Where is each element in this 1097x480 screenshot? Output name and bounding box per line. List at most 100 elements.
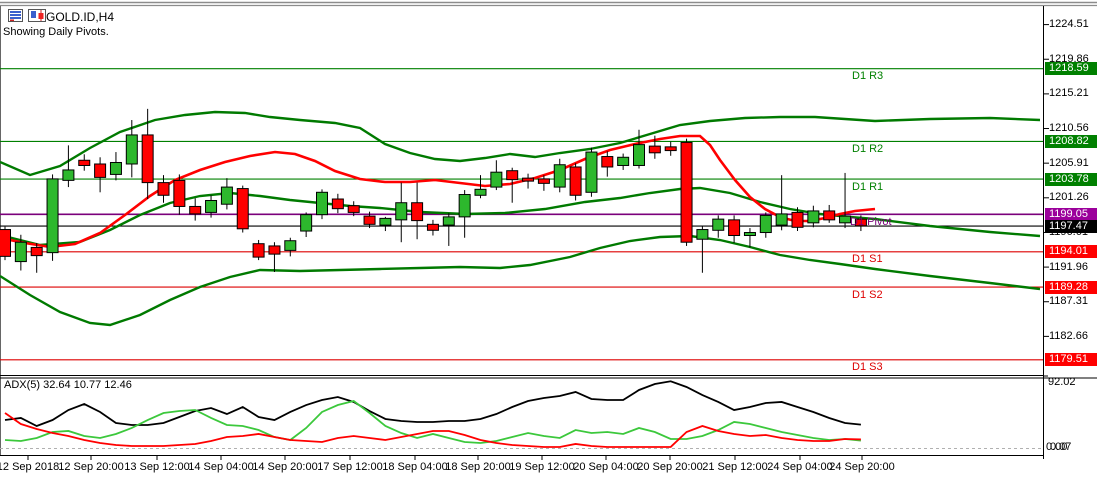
- candle-body-bull: [442, 216, 455, 226]
- time-scale-label: 19 Sep 12:00: [509, 461, 575, 473]
- pivot-label-d1-r1: D1 R1: [852, 180, 884, 193]
- candle-body-bull: [284, 240, 297, 251]
- price-scale-label: 1219.86: [1049, 52, 1089, 65]
- price-scale-label: 1187.31: [1049, 295, 1088, 308]
- candlestick-icon: [28, 9, 46, 22]
- candle-body-bull: [585, 151, 598, 193]
- candle-body-bear: [854, 218, 867, 227]
- candle-body-bull: [617, 156, 630, 166]
- adx-zero-label-overlap: 0.07: [1050, 441, 1072, 453]
- candle-body-bull: [759, 214, 772, 234]
- price-scale-value-box: 1208.82: [1045, 134, 1097, 148]
- candle-body-bull: [490, 171, 503, 188]
- candle-body-bull: [14, 241, 27, 263]
- price-scale-value-box: 1197.47: [1045, 219, 1097, 233]
- bb-upper-line: [0, 110, 1041, 177]
- price-scale-value-box: 1194.01: [1045, 245, 1097, 259]
- time-scale-label: 20 Sep 04:00: [573, 461, 639, 473]
- bb-middle-line: [0, 186, 1041, 247]
- candle-body-bear: [268, 245, 281, 255]
- candle-body-bear: [728, 219, 741, 237]
- candle-body-bear: [506, 170, 519, 181]
- adx-scale-max-label: 92.02: [1048, 376, 1076, 388]
- time-scale-label: 12 Sep 20:00: [58, 461, 124, 473]
- candle-body-bull: [379, 217, 392, 226]
- price-scale-value-box: 1218.59: [1045, 62, 1097, 76]
- candle-body-bull: [839, 215, 852, 224]
- candle-body-bull: [220, 186, 233, 205]
- candle-body-bear: [680, 141, 693, 243]
- pivot-label-d1-r2: D1 R2: [852, 142, 884, 155]
- price-scale-label: 1205.91: [1049, 156, 1089, 169]
- adx-adx-line: [4, 380, 861, 427]
- candle-body-bull: [712, 218, 725, 231]
- candle-body-bull: [46, 178, 59, 254]
- candle-body-bull: [458, 194, 471, 218]
- candle-body-bull: [205, 199, 218, 213]
- time-scale-label: 13 Sep 12:00: [124, 461, 190, 473]
- candle-body-bull: [743, 232, 756, 237]
- time-scale-label: 17 Sep 12:00: [317, 461, 383, 473]
- candle-body-bull: [62, 169, 75, 181]
- candle-body-bear: [0, 229, 11, 257]
- price-scale-value-box: 1199.05: [1045, 207, 1097, 221]
- candle-body-bull: [775, 213, 788, 226]
- time-scale-label: 14 Sep 20:00: [252, 461, 318, 473]
- price-scale-label: 1224.51: [1049, 18, 1089, 31]
- price-scale-value-box: 1203.78: [1045, 172, 1097, 186]
- candle-body-bull: [316, 191, 328, 216]
- candle-body-bear: [823, 210, 836, 221]
- table-icon: [8, 9, 23, 22]
- candle-body-bull: [696, 229, 709, 240]
- adx-zero-label: 0.00: [1046, 441, 1068, 453]
- candle-body-bull: [109, 161, 122, 175]
- price-scale-label: 1210.56: [1049, 122, 1089, 135]
- candle-body-bull: [633, 144, 645, 166]
- candle-body-bear: [78, 159, 91, 166]
- candle-body-bear: [189, 205, 202, 215]
- indicator-comment: Showing Daily Pivots.: [3, 26, 109, 38]
- pivot-label-d1-r3: D1 R3: [852, 70, 884, 83]
- adx-indicator-title: ADX(5) 32.64 10.77 12.46: [4, 379, 132, 391]
- candle-body-bull: [553, 164, 566, 188]
- candle-body-bear: [791, 211, 804, 228]
- candle-body-bear: [173, 179, 186, 207]
- time-scale-label: 24 Sep 20:00: [829, 461, 895, 473]
- adx-plus_di-line: [4, 400, 861, 444]
- candle-body-bear: [30, 246, 43, 257]
- candle-body-bear: [569, 166, 582, 196]
- pivot-label-d1-pivot: D1 Pivot: [850, 215, 892, 228]
- candle-body-bear: [94, 163, 107, 178]
- candle-body-bear: [522, 177, 535, 182]
- candle-body-bear: [347, 205, 360, 213]
- price-scale-label: 1215.21: [1049, 87, 1089, 100]
- candle-body-bear: [648, 145, 661, 154]
- candle-body-bear: [157, 182, 170, 196]
- time-scale-label: 18 Sep 04:00: [382, 461, 448, 473]
- candle-body-bull: [125, 134, 138, 165]
- candle-body-bear: [411, 202, 424, 222]
- pivot-label-d1-s2: D1 S2: [852, 288, 883, 301]
- symbol-title: GOLD.ID,H4: [46, 10, 115, 24]
- candle-body-bull: [395, 202, 408, 221]
- candle-body-bull: [474, 188, 487, 196]
- price-scale-label: 1182.66: [1049, 329, 1088, 342]
- candle-body-bear: [141, 134, 154, 184]
- bb-lower-line: [0, 234, 1041, 327]
- time-scale-label: 20 Sep 20:00: [637, 461, 703, 473]
- time-scale-label: 18 Sep 20:00: [445, 461, 511, 473]
- candle-body-bear: [664, 146, 677, 152]
- price-scale-value-box: 1189.28: [1045, 280, 1097, 294]
- candle-body-bull: [807, 210, 820, 224]
- candle-body-bear: [363, 215, 376, 225]
- time-scale-label: 14 Sep 04:00: [188, 461, 254, 473]
- candle-body-bear: [252, 243, 265, 258]
- price-scale-label: 1201.26: [1049, 191, 1089, 204]
- candle-body-bull: [300, 214, 313, 232]
- time-scale-label: 21 Sep 12:00: [702, 461, 768, 473]
- price-scale-label: 1191.96: [1049, 260, 1088, 273]
- candle-body-bear: [537, 178, 550, 184]
- pivot-label-d1-s1: D1 S1: [852, 253, 883, 266]
